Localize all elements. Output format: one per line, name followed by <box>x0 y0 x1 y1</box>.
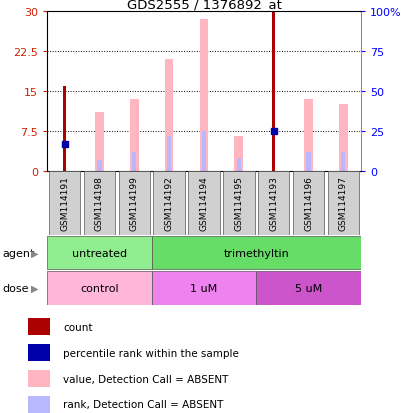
FancyBboxPatch shape <box>151 236 360 270</box>
FancyBboxPatch shape <box>188 171 219 235</box>
Text: 1 uM: 1 uM <box>190 283 217 293</box>
Text: 5 uM: 5 uM <box>294 283 321 293</box>
Bar <box>340 153 345 171</box>
Bar <box>130 100 138 171</box>
Text: ▶: ▶ <box>31 248 38 258</box>
Bar <box>28 318 49 336</box>
Text: agent: agent <box>2 248 34 258</box>
Title: GDS2555 / 1376892_at: GDS2555 / 1376892_at <box>126 0 281 11</box>
FancyBboxPatch shape <box>47 271 151 305</box>
Text: trimethyltin: trimethyltin <box>223 248 288 258</box>
Bar <box>199 20 208 171</box>
FancyBboxPatch shape <box>151 271 256 305</box>
Text: GSM114198: GSM114198 <box>95 176 103 231</box>
FancyBboxPatch shape <box>257 171 289 235</box>
Text: GSM114192: GSM114192 <box>164 176 173 231</box>
Text: control: control <box>80 283 119 293</box>
Bar <box>132 153 136 171</box>
Bar <box>272 12 274 171</box>
Bar <box>338 105 347 171</box>
Text: value, Detection Call = ABSENT: value, Detection Call = ABSENT <box>63 374 228 384</box>
Text: percentile rank within the sample: percentile rank within the sample <box>63 348 238 358</box>
Text: GSM114197: GSM114197 <box>338 176 347 231</box>
FancyBboxPatch shape <box>153 171 184 235</box>
Bar <box>97 161 101 171</box>
FancyBboxPatch shape <box>222 171 254 235</box>
Text: GSM114195: GSM114195 <box>234 176 243 231</box>
Text: count: count <box>63 322 92 332</box>
Bar <box>201 132 206 171</box>
Bar <box>28 396 49 413</box>
Bar <box>63 87 66 171</box>
Bar <box>166 137 171 171</box>
Bar <box>306 153 310 171</box>
Bar <box>303 100 312 171</box>
Bar <box>236 158 240 171</box>
FancyBboxPatch shape <box>83 171 115 235</box>
FancyBboxPatch shape <box>47 236 151 270</box>
Text: ▶: ▶ <box>31 283 38 293</box>
Text: rank, Detection Call = ABSENT: rank, Detection Call = ABSENT <box>63 399 223 409</box>
Text: dose: dose <box>2 283 29 293</box>
FancyBboxPatch shape <box>118 171 150 235</box>
FancyBboxPatch shape <box>292 171 324 235</box>
Text: GSM114193: GSM114193 <box>269 176 277 231</box>
FancyBboxPatch shape <box>49 171 80 235</box>
Bar <box>95 113 103 171</box>
Text: GSM114196: GSM114196 <box>303 176 312 231</box>
Bar <box>164 60 173 171</box>
FancyBboxPatch shape <box>256 271 360 305</box>
Text: GSM114199: GSM114199 <box>130 176 138 231</box>
Text: GSM114191: GSM114191 <box>60 176 69 231</box>
FancyBboxPatch shape <box>327 171 358 235</box>
Bar <box>234 137 243 171</box>
Bar <box>28 370 49 387</box>
Text: untreated: untreated <box>72 248 127 258</box>
Bar <box>28 344 49 361</box>
Text: GSM114194: GSM114194 <box>199 176 208 231</box>
